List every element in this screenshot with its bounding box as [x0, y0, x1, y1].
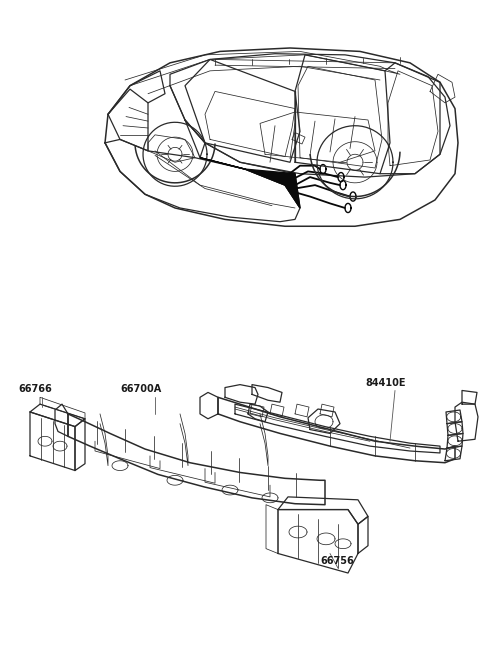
Text: 84410E: 84410E	[365, 378, 406, 388]
Text: 66700A: 66700A	[120, 384, 161, 394]
Text: 66756: 66756	[320, 556, 354, 566]
Text: 66766: 66766	[18, 384, 52, 394]
Polygon shape	[200, 157, 300, 208]
